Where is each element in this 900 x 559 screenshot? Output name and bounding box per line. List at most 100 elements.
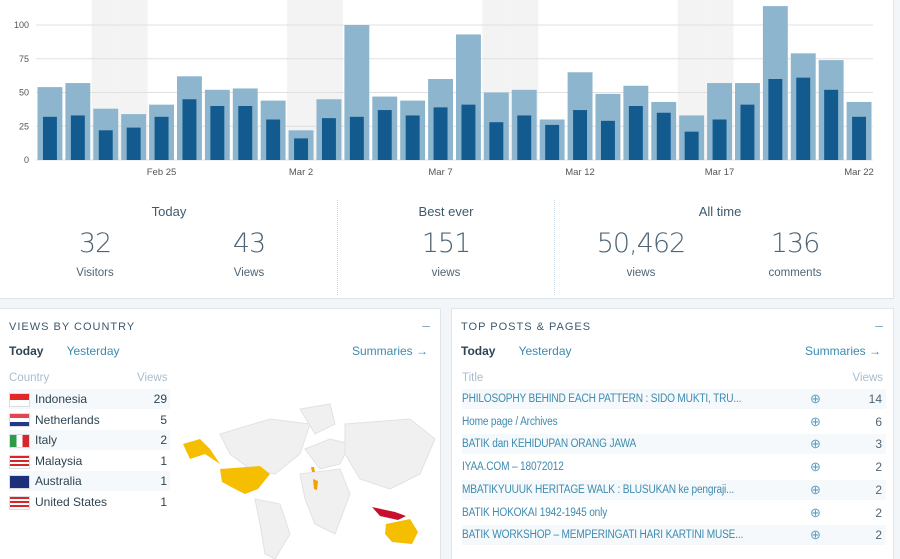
tab-today[interactable]: Today: [9, 344, 44, 358]
visitors-bar: [740, 104, 755, 160]
country-row[interactable]: Australia 1: [9, 471, 170, 492]
visitors-bar: [377, 110, 392, 160]
post-title-link[interactable]: PHILOSOPHY BEHIND EACH PATTERN : SIDO MU…: [462, 393, 742, 405]
column-header-country: Country: [9, 372, 50, 384]
zoom-in-icon[interactable]: ⊕: [810, 481, 821, 497]
visitors-bar: [517, 115, 532, 160]
post-title-link[interactable]: BATIK dan KEHIDUPAN ORANG JAWA: [462, 438, 637, 451]
tab-today[interactable]: Today: [461, 344, 496, 358]
post-title-link[interactable]: BATIK WORKSHOP – MEMPERINGATI HARI KARTI…: [462, 529, 744, 542]
summaries-link[interactable]: Summaries →: [351, 344, 428, 358]
post-views: 2: [875, 460, 882, 475]
zoom-in-icon[interactable]: ⊕: [810, 527, 821, 543]
collapse-button[interactable]: –: [875, 317, 883, 333]
post-views: 6: [875, 414, 882, 429]
country-row[interactable]: Indonesia 29: [9, 389, 170, 409]
best-ever-label: views: [431, 267, 461, 279]
all-time-comments: 136 comments: [735, 228, 855, 279]
today-views: 43 Views: [189, 228, 309, 279]
country-views: 1: [160, 453, 167, 468]
country-name: Italy: [35, 433, 58, 448]
visitors-bar: [433, 107, 448, 160]
views-visitors-chart: 0 25 50 75 100 Feb 25 Mar 2 Mar 7 Mar 12 Mar 17 Ma…: [14, 0, 874, 178]
all-time-views: 50,462 views: [581, 228, 701, 279]
all-time-views-label: views: [626, 267, 656, 279]
post-title-link[interactable]: MBATIKYUUUK HERITAGE WALK : BLUSUKAN ke …: [462, 483, 735, 496]
visitors-bar: [796, 77, 811, 160]
divider: [337, 200, 338, 295]
tab-yesterday[interactable]: Yesterday: [66, 344, 120, 358]
zoom-in-icon[interactable]: ⊕: [810, 436, 821, 452]
all-time-title: All time: [698, 204, 742, 219]
country-views: 1: [160, 474, 167, 489]
post-views: 2: [875, 528, 882, 543]
country-row[interactable]: Italy 2: [9, 430, 170, 451]
visitors-bar: [321, 118, 336, 160]
zoom-in-icon[interactable]: ⊕: [810, 459, 821, 475]
visitors-bar: [824, 89, 839, 160]
top-posts-panel: TOP POSTS & PAGES – Today Yesterday Summ…: [452, 309, 893, 559]
today-views-label: Views: [233, 267, 265, 279]
country-views: 2: [160, 433, 167, 448]
map-region-alaska: [183, 439, 220, 464]
visitors-bar: [266, 119, 281, 160]
post-row: MBATIKYUUUK HERITAGE WALK : BLUSUKAN ke …: [462, 479, 886, 500]
country-name: Australia: [35, 474, 82, 489]
post-title-link[interactable]: Home page / Archives: [462, 415, 558, 428]
stats-overview-card: 0 25 50 75 100 Feb 25 Mar 2 Mar 7 Mar 12 Mar 17 Ma…: [0, 0, 893, 298]
zoom-in-icon[interactable]: ⊕: [810, 413, 821, 429]
panel-title: TOP POSTS & PAGES: [461, 321, 592, 333]
country-name: Indonesia: [35, 392, 88, 406]
visitors-bar: [656, 112, 671, 160]
y-tick-label: 0: [24, 155, 29, 165]
visitors-bar: [545, 124, 560, 160]
country-views: 29: [153, 392, 167, 406]
flag-icon: [9, 413, 30, 428]
visitors-bar: [852, 116, 867, 160]
post-title-link[interactable]: BATIK HOKOKAI 1942-1945 only: [462, 506, 608, 519]
flag-icon: [9, 495, 30, 510]
visitors-bar: [210, 106, 225, 160]
best-ever-title: Best ever: [418, 204, 474, 219]
visitors-bar: [349, 116, 364, 160]
world-map: [183, 403, 436, 559]
views-by-country-panel: VIEWS BY COUNTRY – Today Yesterday Summa…: [0, 309, 440, 559]
summaries-link[interactable]: Summaries →: [804, 344, 881, 358]
zoom-in-icon[interactable]: ⊕: [810, 391, 821, 406]
y-tick-label: 25: [19, 121, 29, 131]
tab-yesterday[interactable]: Yesterday: [518, 344, 572, 358]
country-row[interactable]: United States 1: [9, 492, 170, 512]
post-row: BATIK WORKSHOP – MEMPERINGATI HARI KARTI…: [462, 525, 886, 546]
visitors-bar: [126, 127, 141, 160]
today-visitors-label: Visitors: [76, 267, 114, 279]
x-tick-label: Mar 2: [289, 167, 313, 178]
post-title-link[interactable]: IYAA.COM – 18072012: [462, 461, 564, 474]
flag-icon: [9, 454, 30, 469]
column-header-title: Title: [462, 372, 484, 384]
flag-icon: [9, 475, 30, 490]
y-tick-label: 50: [19, 88, 29, 98]
y-tick-label: 100: [14, 20, 29, 30]
post-row: PHILOSOPHY BEHIND EACH PATTERN : SIDO MU…: [462, 389, 886, 409]
country-row[interactable]: Malaysia 1: [9, 451, 170, 471]
country-views: 1: [160, 495, 167, 509]
all-time-comments-value: 136: [770, 228, 821, 259]
country-row[interactable]: Netherlands 5: [9, 410, 170, 430]
map-region-australia: [385, 519, 418, 544]
collapse-button[interactable]: –: [422, 317, 430, 333]
visitors-bar: [628, 106, 643, 160]
divider: [554, 200, 555, 295]
column-header-views: Views: [137, 372, 168, 384]
x-tick-label: Mar 7: [428, 167, 452, 178]
post-row: IYAA.COM – 18072012 ⊕ 2: [462, 457, 886, 477]
panel-title: VIEWS BY COUNTRY: [9, 321, 136, 333]
visitors-bar: [182, 99, 197, 160]
visitors-bar: [238, 106, 253, 160]
today-visitors-value: 32: [78, 228, 112, 259]
country-views: 5: [160, 412, 167, 427]
visitors-bar: [712, 119, 727, 160]
zoom-in-icon[interactable]: ⊕: [810, 504, 821, 520]
post-row: BATIK HOKOKAI 1942-1945 only ⊕ 2: [462, 503, 886, 523]
map-region-indonesia: [372, 507, 406, 520]
visitors-bar: [294, 138, 309, 160]
